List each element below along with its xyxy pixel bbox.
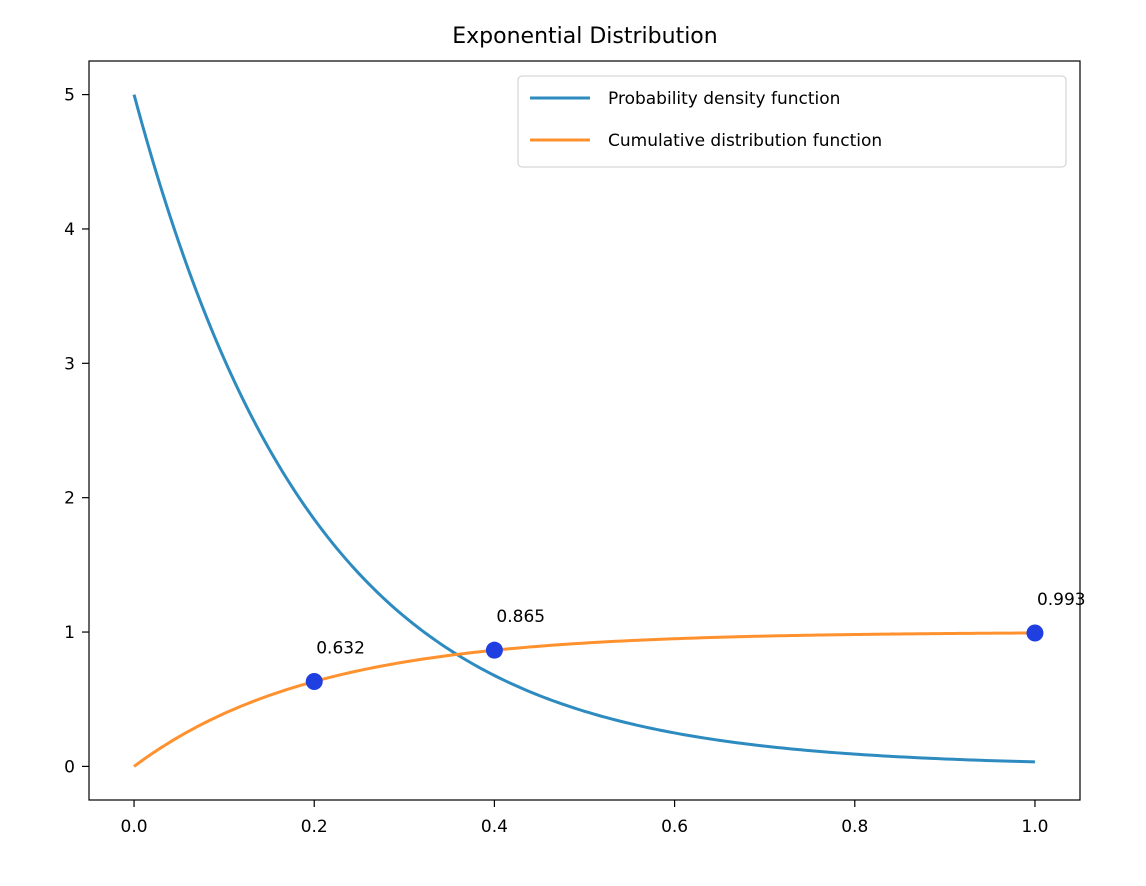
legend-label-cdf: Cumulative distribution function (608, 131, 882, 151)
y-tick-label: 2 (64, 489, 75, 509)
x-tick-label: 1.0 (1021, 817, 1048, 837)
data-point (1026, 624, 1044, 642)
legend-label-pdf: Probability density function (608, 89, 840, 109)
data-point (485, 641, 503, 659)
x-tick-label: 0.2 (301, 817, 328, 837)
x-tick-label: 0.6 (661, 817, 688, 837)
axes-frame (88, 60, 1081, 801)
y-tick-label: 4 (64, 220, 75, 240)
y-tick-label: 1 (64, 623, 75, 643)
x-axis: 0.0 0.2 0.4 0.6 0.8 1.0 (121, 800, 1048, 837)
x-tick-label: 0.4 (481, 817, 508, 837)
legend-box (517, 75, 1067, 168)
x-tick-label: 0.8 (841, 817, 868, 837)
point-annotation: 0.993 (1037, 590, 1086, 610)
series-line-cdf (133, 631, 1035, 768)
y-tick-label: 3 (64, 354, 75, 374)
y-axis: 0 1 2 3 4 5 (64, 86, 89, 777)
chart-title: Exponential Distribution (452, 24, 717, 49)
point-annotation: 0.632 (316, 638, 365, 658)
plot-area: 0.632 0.865 0.993 (132, 94, 1086, 768)
series-line-pdf (132, 94, 1035, 764)
y-tick-label: 5 (64, 86, 75, 106)
x-tick-label: 0.0 (121, 817, 148, 837)
y-tick-label: 0 (64, 757, 75, 777)
point-annotation: 0.865 (496, 607, 545, 627)
legend: Probability density function Cumulative … (517, 75, 1067, 168)
data-point (305, 672, 323, 690)
